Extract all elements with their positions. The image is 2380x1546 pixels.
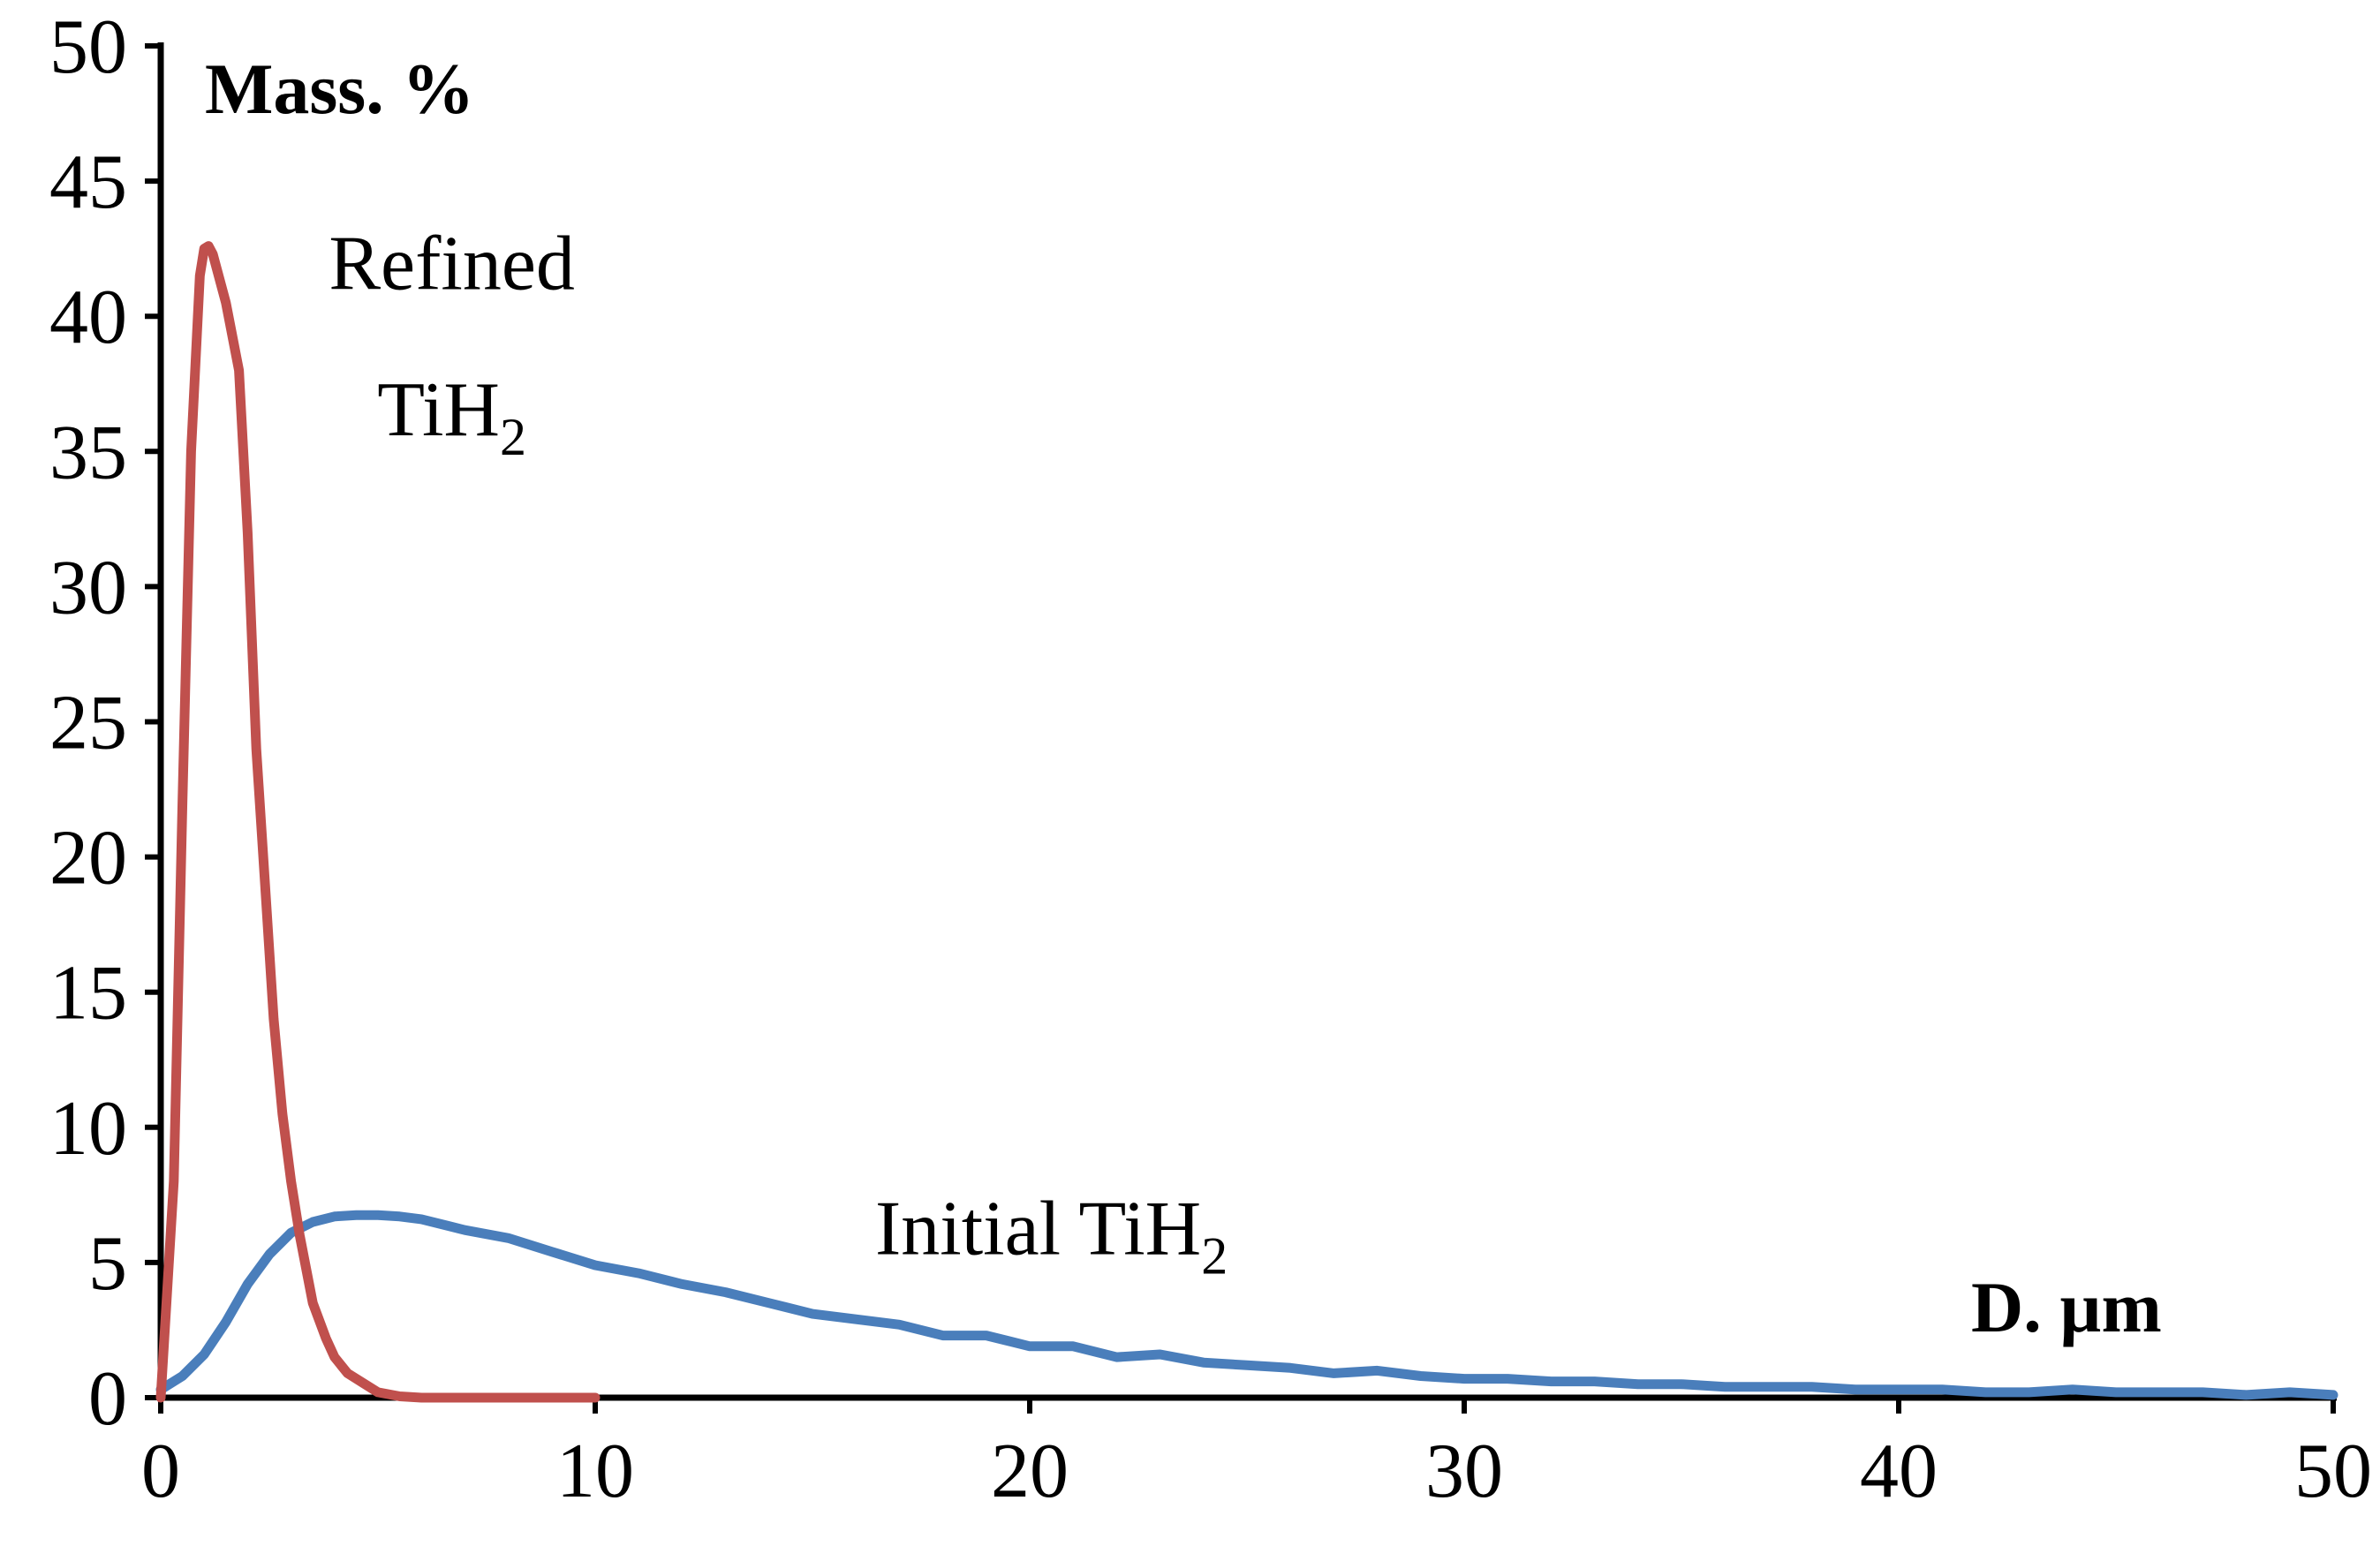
- y-tick-label: 35: [49, 410, 127, 495]
- chart-labels: Mass. % D. µm: [205, 49, 2162, 1347]
- y-tick-label: 50: [49, 4, 127, 90]
- chart-axes: 0 5 10 15 20 25 30 35 40 45 50 0 10 20 30 40 50: [49, 4, 2372, 1514]
- x-tick-label: 0: [141, 1429, 180, 1514]
- y-tick-label: 45: [49, 140, 127, 225]
- y-tick-label: 40: [49, 275, 127, 360]
- chart-series: [155, 241, 2338, 1403]
- series-line-0: [155, 241, 601, 1403]
- x-tick-label: 50: [2294, 1429, 2372, 1514]
- x-axis-label: D. µm: [1971, 1267, 2162, 1347]
- y-tick-label: 15: [49, 951, 127, 1037]
- x-tick-label: 40: [1860, 1429, 1938, 1514]
- y-tick-label: 30: [49, 545, 127, 630]
- x-tick-label: 10: [556, 1429, 634, 1514]
- series-line-1: [155, 1210, 2338, 1400]
- annotation-initial: Initial TiH2: [875, 1187, 1228, 1286]
- chart-annotations: Refined TiH2 Initial TiH2: [329, 222, 1228, 1286]
- annotation-refined_line2: TiH2: [377, 367, 526, 466]
- y-tick-label: 0: [88, 1356, 127, 1442]
- y-tick-label: 5: [88, 1221, 127, 1307]
- y-tick-label: 20: [49, 816, 127, 901]
- y-axis-label: Mass. %: [205, 49, 474, 129]
- x-tick-label: 30: [1425, 1429, 1503, 1514]
- y-tick-label: 10: [49, 1086, 127, 1172]
- annotation-refined_line1: Refined: [329, 222, 575, 307]
- x-tick-label: 20: [991, 1429, 1069, 1514]
- y-tick-label: 25: [49, 681, 127, 766]
